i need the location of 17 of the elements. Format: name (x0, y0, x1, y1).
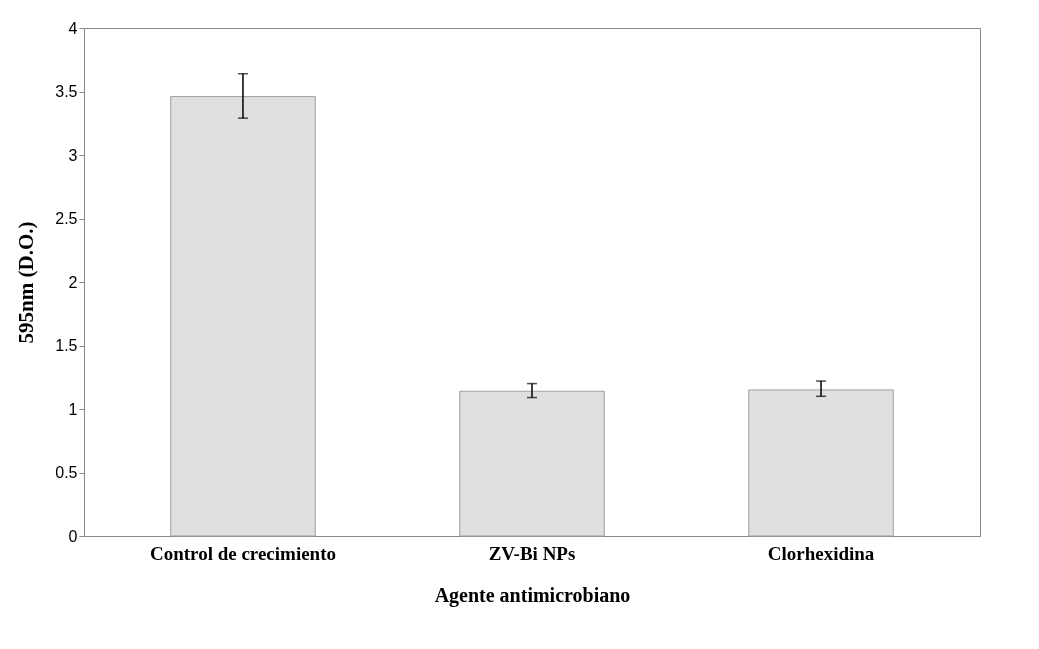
y-tick-label: 0 (68, 527, 78, 545)
bar (748, 389, 894, 537)
bar (170, 96, 316, 537)
y-tick-label: 2 (68, 273, 78, 291)
y-axis-title: 595nm (D.O.) (14, 221, 39, 344)
y-tick-label: 3 (68, 146, 78, 164)
y-tick-label: 3.5 (55, 83, 78, 100)
y-tick-label: 1.5 (55, 337, 78, 354)
y-tick-label: 4 (68, 19, 78, 37)
x-axis-title: Agente antimicrobiano (434, 583, 631, 607)
x-tick-label: Control de crecimiento (149, 542, 337, 564)
y-tick-label: 2.5 (55, 210, 78, 227)
bar (459, 390, 605, 537)
x-tick-label: Clorhexidina (767, 542, 875, 564)
y-tick-label: 1 (68, 400, 78, 418)
y-tick-label: 0.5 (55, 464, 78, 481)
x-tick-label: ZV-Bi NPs (488, 542, 576, 564)
